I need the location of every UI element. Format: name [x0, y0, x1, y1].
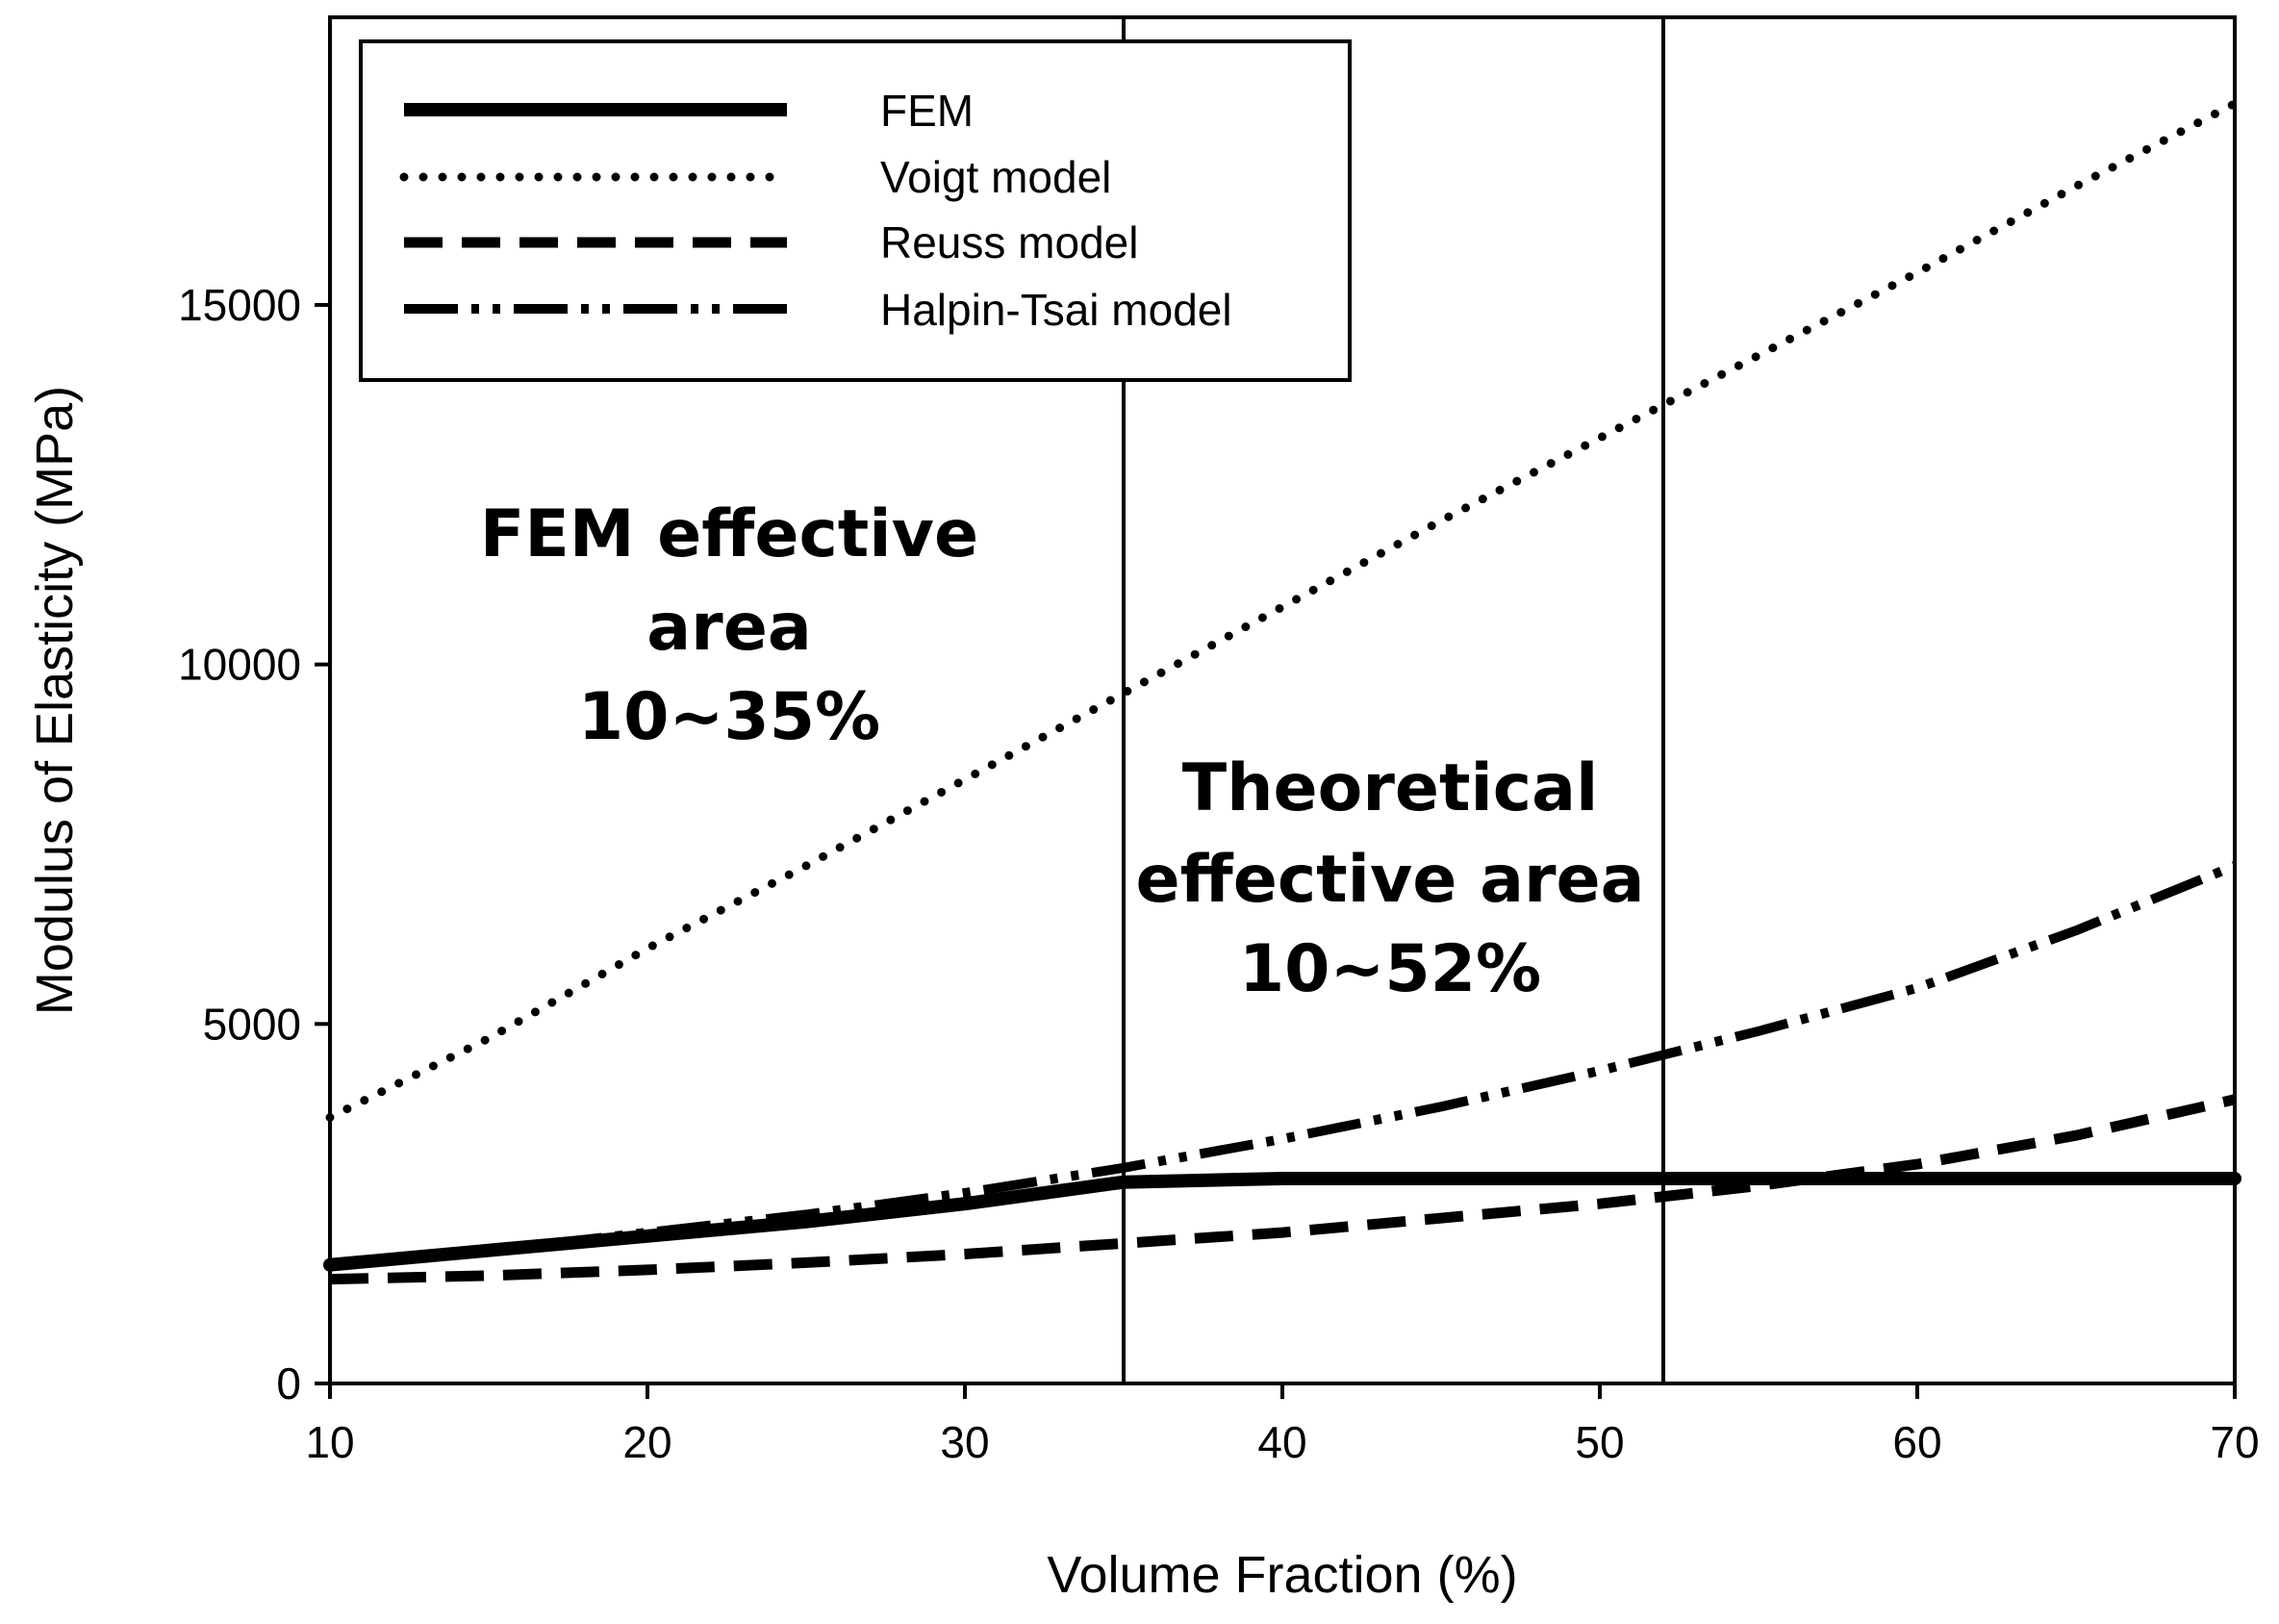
y-tick-label: 15000 — [178, 280, 301, 330]
x-tick-label: 10 — [305, 1417, 354, 1467]
x-tick-label: 40 — [1257, 1417, 1306, 1467]
legend-label-fem: FEM — [880, 86, 974, 136]
series-lines — [323, 99, 2241, 1285]
x-axis-title: Volume Fraction (%) — [1047, 1546, 1517, 1604]
annotation-line: 10~35% — [578, 679, 880, 755]
annotation-theoretical-area: Theoretical effective area 10~52% — [1136, 750, 1645, 1007]
y-tick-label: 0 — [276, 1358, 301, 1408]
legend-box — [359, 39, 1352, 382]
x-tick-label: 50 — [1575, 1417, 1624, 1467]
x-tick-label: 60 — [1892, 1417, 1941, 1467]
series-line-fem — [323, 1172, 2241, 1272]
y-tick-label: 5000 — [203, 999, 301, 1049]
annotation-line: effective area — [1136, 842, 1645, 918]
legend-label-halpin-tsai: Halpin-Tsai model — [880, 285, 1232, 335]
annotation-line: Theoretical — [1182, 750, 1599, 826]
series-line-reuss-model — [329, 1094, 2237, 1285]
series-line-halpin-tsai-model — [329, 861, 2237, 1270]
annotation-line: FEM effective — [480, 496, 978, 572]
legend-label-reuss: Reuss model — [880, 217, 1138, 267]
axes: 10 20 30 40 50 60 70 0 5000 10000 15000 — [178, 280, 2260, 1467]
annotation-line: area — [646, 590, 811, 666]
legend-label-voigt: Voigt model — [880, 152, 1111, 202]
x-tick-label: 70 — [2210, 1417, 2259, 1467]
y-tick-label: 10000 — [178, 640, 301, 690]
annotation-fem-area: FEM effective area 10~35% — [480, 496, 978, 755]
series-line-voigt-model — [325, 99, 2240, 1122]
x-tick-label: 30 — [940, 1417, 989, 1467]
y-axis-title: Modulus of Elasticity (MPa) — [26, 386, 84, 1015]
x-tick-label: 20 — [622, 1417, 671, 1467]
legend: FEM Voigt model Reuss model Halpin-Tsai … — [359, 39, 1352, 382]
annotation-line: 10~52% — [1239, 931, 1541, 1007]
